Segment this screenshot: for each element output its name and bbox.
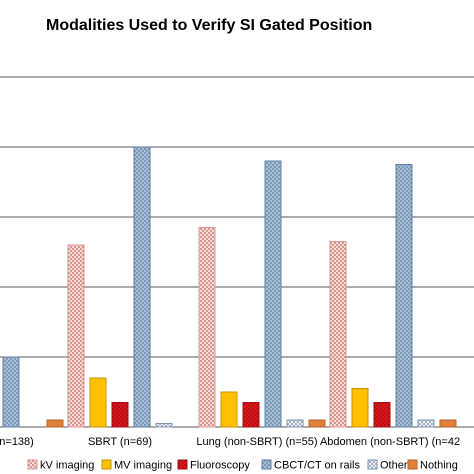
bar-nothing [439, 419, 457, 428]
bars [2, 146, 457, 428]
x-tick-label: Lung (non-SBRT) (n=55) [196, 436, 317, 448]
legend-swatch [261, 459, 272, 470]
legend-swatch [177, 459, 188, 470]
legend-label: CBCT/CT on rails [274, 460, 360, 472]
legend-label: Fluoroscopy [190, 460, 250, 472]
legend-label: MV imaging [114, 460, 172, 472]
x-tick-label: SBRT (n=69) [88, 436, 152, 448]
legend: kV imaging MV imaging Fluoroscopy CBCT/CT o… [27, 459, 458, 472]
legend-label: kV imaging [40, 460, 94, 472]
bar-kv-imaging [329, 241, 347, 428]
bar-fluoroscopy [111, 402, 129, 428]
legend-swatch [367, 459, 378, 470]
bar-nothing [46, 419, 64, 428]
legend-label: Nothing [420, 460, 458, 472]
chart-title: Modalities Used to Verify SI Gated Posit… [46, 17, 372, 34]
legend-swatch [407, 459, 418, 470]
legend-swatch [27, 459, 38, 470]
bar-nothing [308, 419, 326, 428]
bar-cbct-ct-on-rails [2, 356, 20, 428]
bar-cbct-ct-on-rails [395, 164, 413, 428]
legend-swatch [101, 459, 112, 470]
bar-cbct-ct-on-rails [264, 160, 282, 428]
x-tick-label: Abdomen (non-SBRT) (n=42 [320, 436, 460, 448]
bar-other [155, 423, 173, 428]
legend-label: Other [380, 460, 408, 472]
bar-mv-imaging [89, 377, 107, 428]
bar-kv-imaging [198, 227, 216, 428]
bar-fluoroscopy [242, 402, 260, 428]
bar-mv-imaging [351, 388, 369, 428]
x-tick-label: W (n=138) [0, 436, 34, 448]
bar-kv-imaging [67, 244, 85, 428]
x-tick-labels: W (n=138) SBRT (n=69) Lung (non-SBRT) (n=5… [0, 436, 460, 448]
bar-cbct-ct-on-rails [133, 146, 151, 428]
bar-other [417, 419, 435, 428]
bar-mv-imaging [220, 391, 238, 428]
bar-other [286, 419, 304, 428]
bar-fluoroscopy [373, 402, 391, 428]
